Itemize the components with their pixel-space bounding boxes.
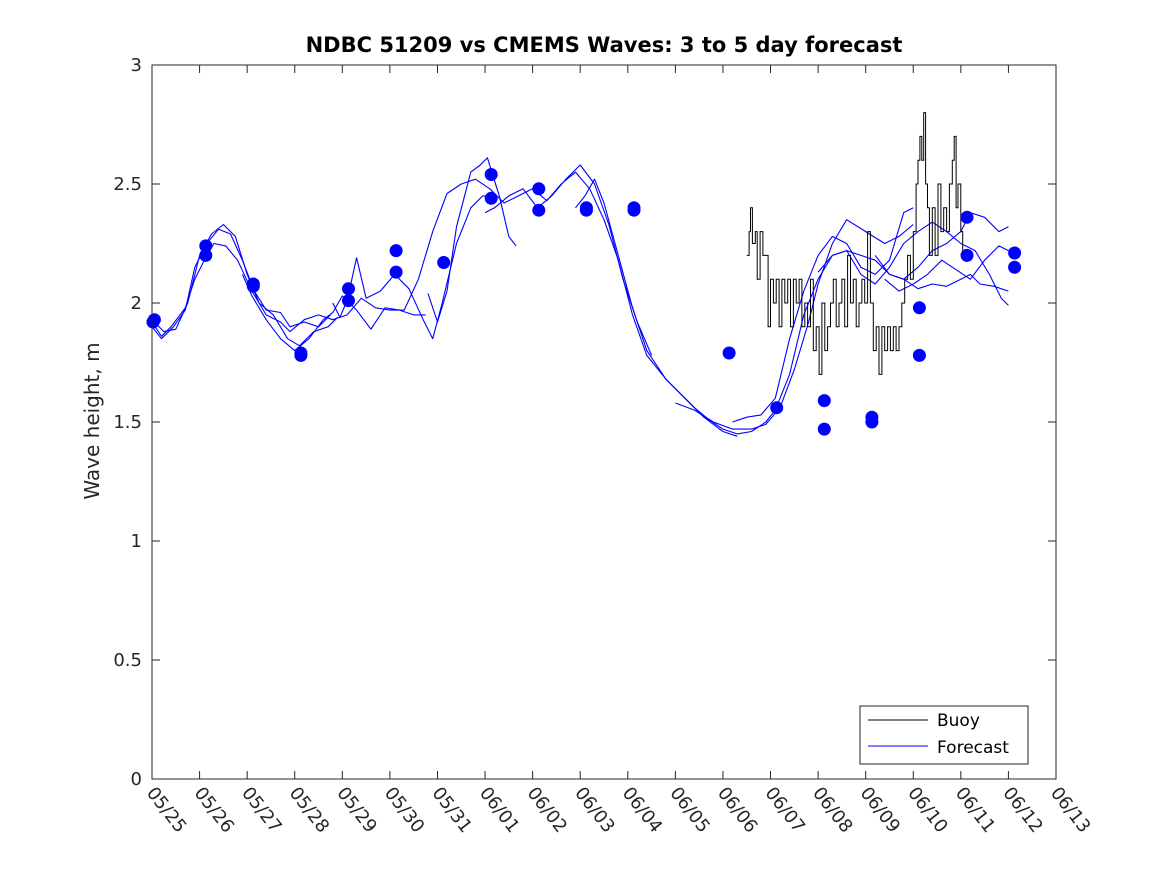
buoy-series-line (746, 112, 964, 375)
forecast-marker (627, 203, 641, 217)
forecast-run-line (817, 221, 1009, 306)
y-axis-label: Wave height, m (80, 342, 104, 499)
forecast-marker (532, 203, 546, 217)
forecast-marker (579, 203, 593, 217)
forecast-marker (342, 282, 355, 296)
legend: Buoy Forecast (859, 705, 1029, 765)
y-tick-label: 2.5 (113, 174, 142, 195)
y-tick-label: 0.5 (113, 650, 142, 671)
forecast-run-line (427, 157, 517, 323)
legend-label-buoy: Buoy (937, 711, 980, 731)
legend-label-forecast: Forecast (937, 738, 1009, 758)
forecast-marker (912, 301, 926, 315)
forecast-marker (437, 256, 451, 269)
forecast-marker (960, 210, 974, 224)
y-tick-label: 2 (131, 293, 142, 314)
forecast-marker (199, 239, 213, 253)
forecast-run-line (732, 207, 914, 423)
forecast-marker (389, 244, 403, 258)
forecast-series-line (151, 171, 1009, 435)
forecast-marker (912, 348, 926, 362)
forecast-run-line (151, 223, 338, 347)
forecast-marker (389, 265, 403, 279)
forecast-marker (817, 394, 831, 408)
forecast-marker (484, 168, 498, 181)
plot-area (152, 65, 1056, 779)
forecast-marker (722, 346, 736, 360)
forecast-run-line (675, 219, 914, 430)
forecast-marker (770, 401, 784, 415)
forecast-marker (294, 346, 308, 360)
series-layer (151, 112, 1009, 437)
forecast-marker (1008, 246, 1022, 260)
y-tick-label: 1.5 (113, 412, 142, 433)
forecast-marker (246, 277, 260, 291)
marker-layer (146, 168, 1022, 436)
forecast-run-line (575, 178, 738, 437)
forecast-marker (484, 191, 498, 205)
forecast-run-line (241, 274, 426, 352)
forecast-marker (342, 294, 355, 308)
plot-frame (151, 64, 1057, 780)
forecast-marker (532, 182, 546, 196)
forecast-marker (199, 248, 213, 262)
forecast-marker (960, 248, 974, 262)
forecast-marker (1008, 260, 1022, 274)
legend-box (859, 705, 1029, 765)
forecast-marker (865, 415, 879, 429)
chart-title: NDBC 51209 vs CMEMS Waves: 3 to 5 day fo… (306, 33, 903, 57)
y-tick-label: 1 (131, 531, 142, 552)
forecast-run-line (151, 228, 331, 340)
y-tick-label: 3 (131, 55, 142, 76)
forecast-run-line (884, 245, 1009, 292)
y-tick-label: 0 (131, 769, 142, 790)
forecast-marker (147, 313, 161, 327)
forecast-marker (817, 422, 831, 436)
